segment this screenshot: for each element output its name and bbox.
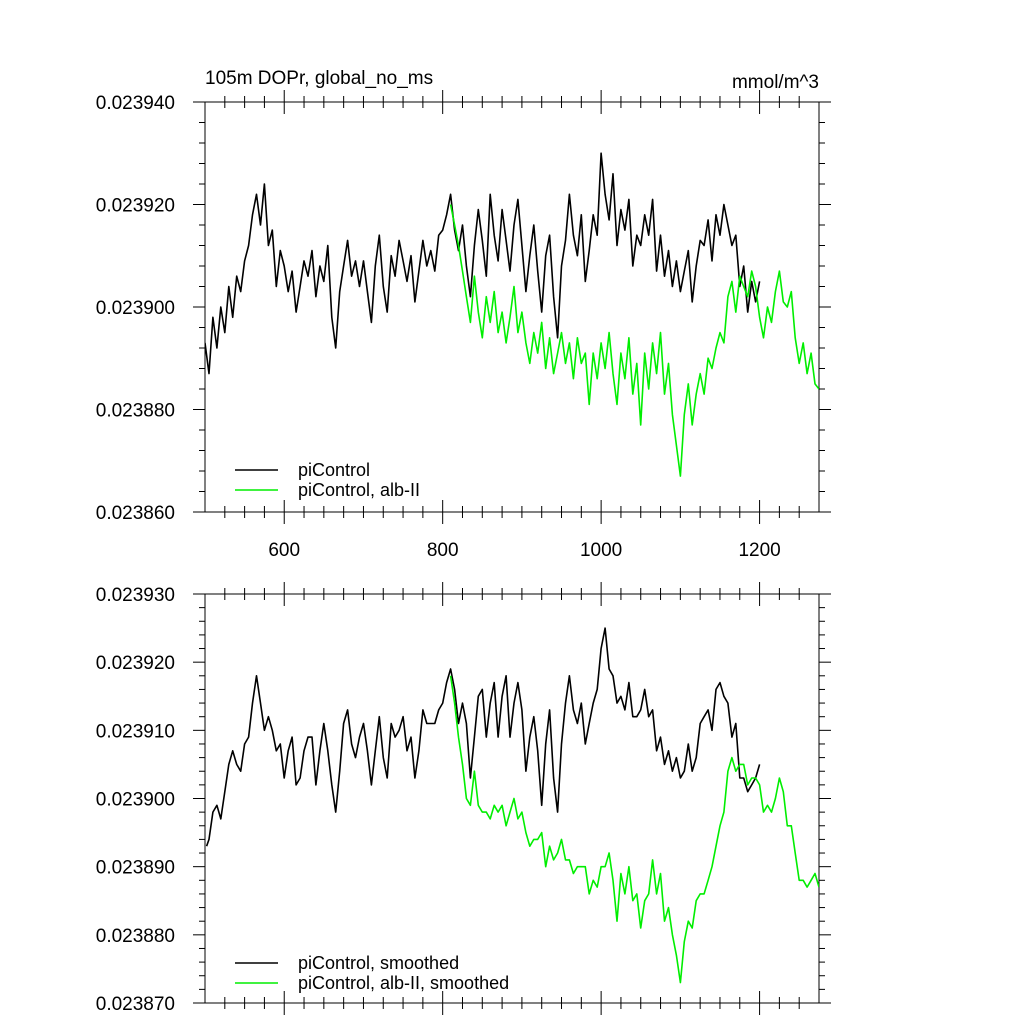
legend-label: piControl, alb-II — [298, 480, 420, 500]
series-line-alb-ii — [449, 675, 819, 984]
y-tick-label: 0.023910 — [96, 721, 175, 742]
y-tick-label: 0.023920 — [96, 653, 175, 674]
legend-label: piControl — [298, 460, 370, 480]
x-tick-label: 800 — [427, 540, 459, 561]
y-tick-label: 0.023930 — [96, 585, 175, 606]
y-tick-label: 0.023880 — [96, 401, 175, 422]
y-tick-label: 0.023940 — [96, 93, 175, 114]
series-line-picontrol — [205, 152, 761, 375]
top-panel: 105m DOPr, global_no_ms mmol/m^3 600 800 100… — [96, 68, 831, 561]
x-tick-label: 1200 — [738, 540, 780, 561]
y-tick-label: 0.023890 — [96, 858, 175, 879]
chart-title: 105m DOPr, global_no_ms — [205, 68, 433, 89]
x-tick-label: 1000 — [580, 540, 622, 561]
series-line-picontrol — [205, 627, 761, 847]
y-tick-label: 0.023870 — [96, 994, 175, 1015]
units-label: mmol/m^3 — [732, 72, 819, 93]
plot-frame — [204, 593, 820, 1004]
y-tick-label: 0.023920 — [96, 196, 175, 217]
series-line-alb-ii — [449, 204, 819, 477]
y-tick-label: 0.023900 — [96, 790, 175, 811]
legend-label: piControl, alb-II, smoothed — [298, 973, 509, 993]
x-tick-label: 600 — [268, 540, 300, 561]
y-tick-label: 0.023860 — [96, 503, 175, 524]
bottom-panel: 0.023870 0.023880 0.023890 0.023900 0.023910… — [96, 582, 831, 1015]
y-tick-label: 0.023900 — [96, 298, 175, 319]
legend-label: piControl, smoothed — [298, 953, 459, 973]
y-tick-label: 0.023880 — [96, 926, 175, 947]
